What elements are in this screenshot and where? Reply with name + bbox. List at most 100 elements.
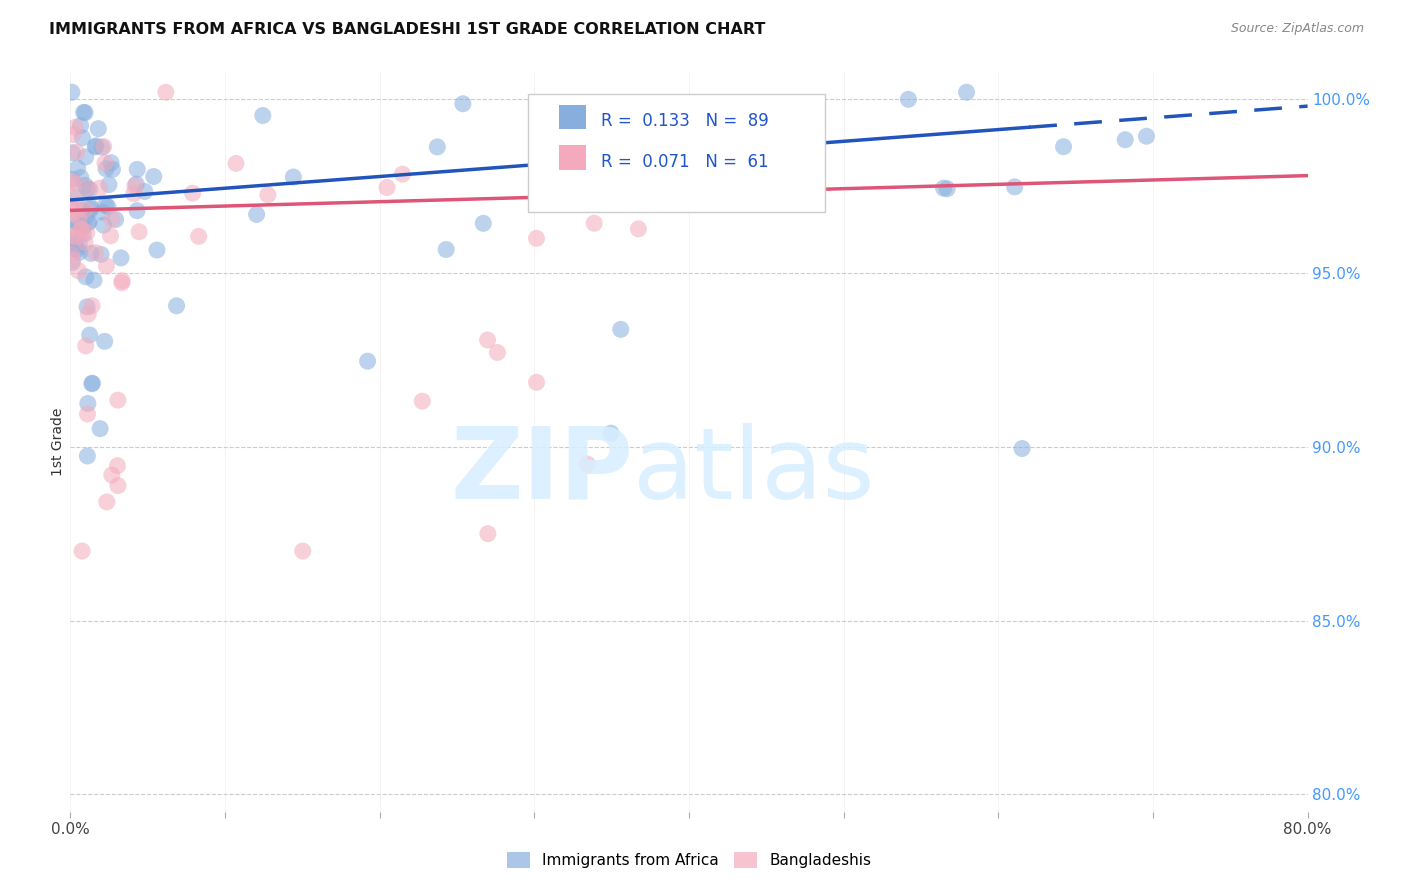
Point: [89, 181, 111, 195]
Point: [60, 229, 83, 244]
Point: [111, 274, 134, 288]
Point: [82, 299, 104, 313]
Point: [60, 199, 83, 213]
Point: [411, 394, 433, 409]
Point: [94, 161, 117, 176]
Point: [80, 201, 103, 215]
Point: [142, 169, 165, 184]
Point: [187, 229, 209, 244]
Point: [77, 216, 100, 230]
Text: atlas: atlas: [633, 423, 875, 520]
Point: [75, 209, 97, 223]
Point: [101, 212, 124, 227]
Point: [155, 85, 177, 99]
Point: [77, 215, 100, 229]
Point: [66, 161, 89, 175]
Point: [72, 203, 94, 218]
Point: [627, 222, 650, 236]
Point: [62, 253, 84, 268]
Point: [128, 225, 150, 239]
Point: [93, 218, 115, 232]
Bar: [560, 104, 586, 129]
Point: [90, 247, 112, 261]
Point: [252, 108, 274, 122]
Point: [955, 85, 977, 99]
Point: [69, 245, 91, 260]
Point: [75, 202, 97, 217]
Point: [76, 449, 98, 463]
Point: [75, 150, 97, 164]
Point: [80, 246, 103, 260]
Point: [60, 247, 83, 261]
Point: [526, 231, 548, 245]
Point: [89, 422, 111, 436]
Point: [451, 96, 474, 111]
Point: [75, 339, 97, 353]
Point: [598, 156, 620, 170]
Point: [650, 126, 672, 140]
Point: [225, 156, 247, 170]
Point: [125, 177, 148, 191]
Point: [134, 185, 156, 199]
Point: [111, 276, 134, 290]
Point: [77, 307, 100, 321]
Point: [624, 150, 647, 164]
Point: [146, 243, 169, 257]
Point: [97, 178, 120, 192]
Point: [391, 167, 413, 181]
Point: [291, 544, 314, 558]
Point: [62, 128, 84, 142]
Point: [526, 376, 548, 390]
Point: [65, 230, 87, 244]
Text: IMMIGRANTS FROM AFRICA VS BANGLADESHI 1ST GRADE CORRELATION CHART: IMMIGRANTS FROM AFRICA VS BANGLADESHI 1S…: [49, 22, 766, 37]
Point: [257, 187, 280, 202]
Point: [1114, 133, 1136, 147]
Point: [72, 227, 94, 241]
Point: [1004, 179, 1026, 194]
Point: [73, 235, 96, 250]
Point: [181, 186, 204, 201]
Point: [897, 92, 920, 106]
Point: [356, 354, 378, 368]
Point: [94, 198, 117, 212]
Point: [124, 179, 146, 194]
Point: [93, 334, 115, 349]
Point: [60, 176, 83, 190]
Point: [70, 544, 93, 558]
Text: ZIP: ZIP: [450, 423, 633, 520]
Point: [72, 105, 94, 120]
Point: [1052, 139, 1074, 153]
Point: [576, 457, 599, 471]
Point: [72, 130, 94, 145]
Point: [472, 216, 495, 230]
Point: [79, 328, 101, 343]
Point: [101, 162, 124, 177]
Point: [62, 174, 84, 188]
Point: [548, 129, 571, 144]
Point: [166, 299, 188, 313]
Point: [65, 241, 87, 255]
Point: [76, 407, 98, 421]
Point: [583, 216, 606, 230]
Point: [69, 170, 91, 185]
Bar: [560, 145, 586, 169]
Point: [107, 393, 129, 408]
Point: [62, 235, 84, 249]
Point: [87, 121, 110, 136]
Point: [67, 236, 90, 251]
Point: [60, 206, 83, 220]
Point: [932, 181, 955, 195]
Point: [283, 169, 305, 184]
Point: [79, 182, 101, 196]
Point: [84, 245, 107, 260]
Point: [67, 264, 90, 278]
Point: [75, 269, 97, 284]
Point: [84, 139, 107, 153]
Point: [60, 172, 83, 186]
Point: [65, 203, 87, 218]
Point: [91, 140, 114, 154]
Point: [100, 155, 122, 169]
Point: [66, 243, 89, 257]
Point: [72, 219, 94, 234]
Point: [76, 226, 98, 240]
